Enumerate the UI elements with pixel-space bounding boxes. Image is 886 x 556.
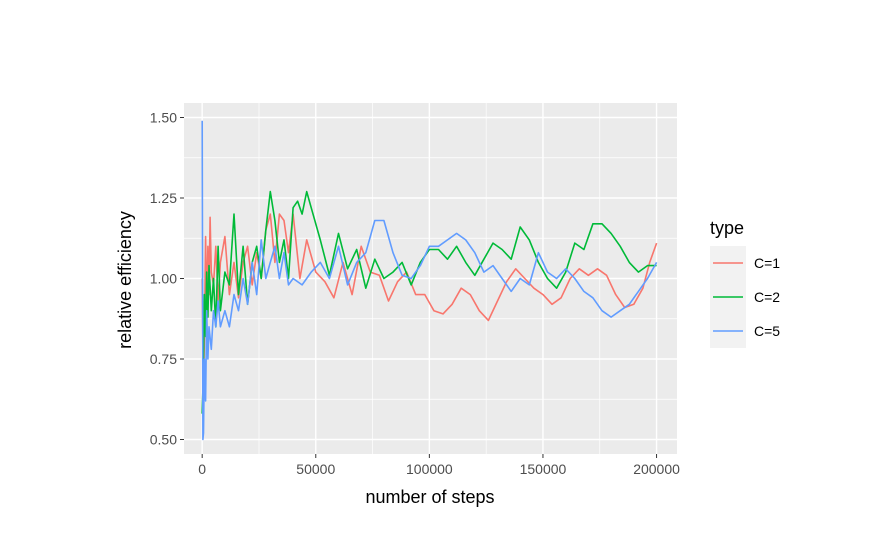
x-tick-label: 0 — [198, 461, 206, 477]
y-tick-label: 1.25 — [150, 190, 177, 206]
legend-title: type — [710, 218, 744, 238]
y-tick-label: 0.75 — [150, 351, 177, 367]
legend-label: C=5 — [754, 323, 780, 339]
y-tick-label: 1.50 — [150, 109, 177, 125]
x-tick-label: 50000 — [296, 461, 335, 477]
legend-label: C=1 — [754, 255, 780, 271]
x-axis-title: number of steps — [365, 487, 494, 507]
x-axis-ticks: 0 50000 100000 150000 200000 — [198, 454, 680, 477]
y-tick-label: 1.00 — [150, 271, 177, 287]
y-axis-title: relative efficiency — [115, 211, 135, 349]
legend-label: C=2 — [754, 289, 780, 305]
series-line-2 — [201, 190, 657, 414]
series-lines — [201, 120, 658, 441]
x-tick-label: 150000 — [520, 461, 567, 477]
x-tick-label: 100000 — [406, 461, 453, 477]
legend: type C=1 C=2 C=5 — [710, 218, 780, 348]
x-tick-label: 200000 — [633, 461, 680, 477]
series-line-3 — [201, 120, 658, 441]
y-tick-label: 0.50 — [150, 432, 177, 448]
y-axis-ticks: 0.50 0.75 1.00 1.25 1.50 — [150, 109, 184, 448]
